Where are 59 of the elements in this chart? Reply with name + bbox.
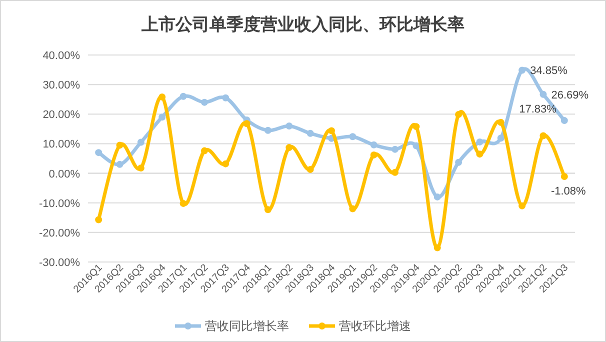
point: [137, 138, 144, 146]
point: [264, 206, 272, 214]
point: [222, 160, 230, 168]
point: [476, 138, 484, 146]
point: [412, 123, 420, 130]
y-tick-label: 20.00%: [42, 109, 80, 122]
point: [116, 160, 124, 168]
point: [328, 127, 335, 134]
data-label: 26.69%: [551, 89, 589, 102]
y-tick-label: 10.00%: [42, 138, 80, 151]
point: [349, 205, 356, 212]
y-tick-label: 30.00%: [42, 80, 80, 92]
point: [222, 94, 230, 102]
point: [116, 142, 124, 149]
legend-label: 营收同比增长率: [205, 319, 289, 333]
point: [370, 141, 378, 148]
point: [264, 126, 272, 134]
point: [137, 164, 144, 172]
y-tick-label: 40.00%: [42, 50, 80, 62]
point: [455, 110, 462, 118]
point: [200, 147, 208, 154]
point: [518, 66, 526, 74]
point: [200, 98, 208, 106]
point: [497, 118, 504, 126]
point: [158, 93, 166, 100]
point: [476, 150, 484, 158]
point: [392, 146, 399, 153]
point: [434, 193, 441, 200]
point: [306, 130, 314, 137]
data-label: 17.83%: [519, 104, 557, 116]
point: [95, 216, 102, 224]
point: [540, 132, 547, 140]
data-label: -1.08%: [550, 185, 586, 198]
chart-title: 上市公司单季度营业收入同比、环比增长率: [140, 15, 464, 34]
y-tick-label: -30.00%: [39, 257, 80, 269]
point: [497, 134, 504, 142]
point: [412, 142, 420, 150]
point: [180, 92, 187, 100]
point: [306, 166, 314, 173]
point: [455, 158, 462, 166]
point: [243, 120, 250, 128]
point: [180, 200, 187, 207]
data-label: 34.85%: [530, 65, 568, 78]
point: [95, 149, 102, 156]
point: [518, 202, 526, 210]
point: [392, 168, 399, 176]
point: [349, 133, 356, 140]
point: [560, 172, 568, 180]
point: [158, 114, 166, 121]
y-tick-label: -20.00%: [39, 227, 80, 240]
y-tick-label: -10.00%: [39, 198, 80, 210]
y-tick-label: 0.00%: [48, 168, 80, 180]
point: [286, 144, 293, 152]
point: [560, 117, 568, 124]
legend-label: 营收环比增速: [339, 319, 411, 333]
point: [540, 90, 547, 98]
point: [286, 122, 293, 130]
point: [434, 244, 441, 252]
point: [370, 151, 378, 158]
